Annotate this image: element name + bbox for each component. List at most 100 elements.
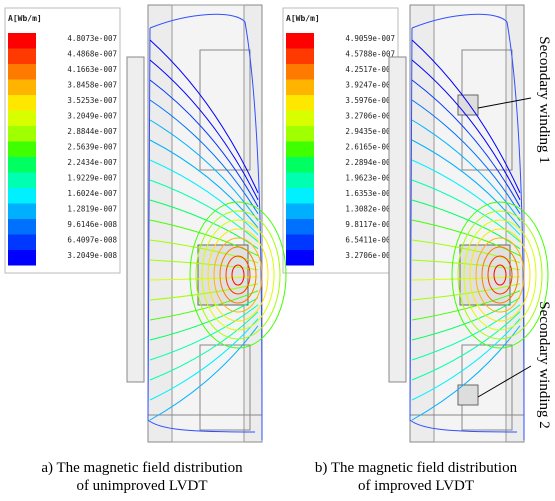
caption-line: b) The magnetic field distribution [315, 460, 518, 476]
field-line [411, 276, 521, 281]
field-line [149, 283, 259, 301]
field-line [149, 199, 259, 250]
field-line [411, 290, 521, 321]
legend-value: 6.5411e-008 [345, 236, 395, 245]
field-line [149, 259, 259, 271]
field-line [149, 318, 259, 401]
legend-value: 1.9623e-007 [345, 174, 395, 183]
legend-swatch [286, 79, 314, 95]
legend-swatch [286, 33, 314, 49]
field-line [411, 311, 521, 381]
field-loop [451, 201, 549, 349]
legend-value: 4.1663e-007 [67, 65, 117, 74]
field-loop [463, 219, 537, 331]
legend-swatch [286, 203, 314, 219]
winding-2 [457, 384, 479, 406]
legend-value: 2.2894e-007 [345, 158, 395, 167]
annotation: Secondary winding 2 [536, 301, 552, 428]
field-loop [219, 246, 257, 304]
primary-coil [459, 244, 511, 306]
field-loop [487, 255, 513, 295]
field-line [149, 304, 259, 361]
legend-value: 3.2706e-008 [345, 251, 395, 260]
legend-value: 4.4868e-007 [67, 50, 117, 59]
legend-value: 9.8117e-008 [345, 220, 395, 229]
primary-coil [197, 244, 249, 306]
legend-value: 2.2434e-007 [67, 158, 117, 167]
field-loop [213, 237, 263, 313]
legend-value: 1.9229e-007 [67, 174, 117, 183]
field-line [411, 119, 521, 222]
legend-swatch [8, 79, 36, 95]
legend-swatch [8, 234, 36, 250]
legend-swatch [8, 126, 36, 142]
legend-swatch [286, 188, 314, 204]
legend-value: 1.6024e-007 [67, 189, 117, 198]
boundary-line [409, 13, 525, 441]
panel: A[Wb/m] 4.9059e-007 4.5788e-007 4.2517e-007… [282, 4, 549, 443]
legend-value: 3.5976e-007 [345, 96, 395, 105]
leader-line [477, 97, 532, 109]
field-loop [207, 228, 269, 322]
annotation: Secondary winding 1 [536, 36, 552, 163]
legend-swatch [286, 48, 314, 64]
legend-value: 2.9435e-007 [345, 127, 395, 136]
field-line [149, 179, 259, 243]
field-loop [195, 210, 281, 340]
legend-value: 3.5253e-007 [67, 96, 117, 105]
field-loop [231, 264, 245, 286]
legend-title: A[Wb/m] [286, 14, 320, 23]
legend-swatch [8, 110, 36, 126]
field-line [149, 39, 259, 193]
field-line [411, 283, 521, 301]
field-loop [457, 210, 543, 340]
field-line [411, 159, 521, 236]
legend-swatch [8, 141, 36, 157]
outer-tube [126, 56, 145, 383]
field-line [411, 325, 521, 421]
legend-swatch [286, 234, 314, 250]
field-line [149, 219, 259, 257]
field-line [149, 59, 259, 200]
legend-swatch [286, 250, 314, 266]
legend-value: 2.8844e-007 [67, 127, 117, 136]
legend-value: 3.9247e-007 [345, 81, 395, 90]
caption-line: of improved LVDT [358, 478, 474, 494]
legend-value: 3.2049e-008 [67, 251, 117, 260]
legend-title: A[Wb/m] [8, 14, 42, 23]
field-loop [225, 255, 251, 295]
field-line [411, 179, 521, 243]
field-loop [469, 228, 531, 322]
caption-line: of unimproved LVDT [76, 478, 207, 494]
field-loop [481, 246, 519, 304]
legend-value: 3.2049e-007 [67, 112, 117, 121]
legend-swatch [8, 48, 36, 64]
legend-value: 3.2706e-007 [345, 112, 395, 121]
legend-swatch [8, 250, 36, 266]
legend-swatch [8, 33, 36, 49]
caption-line: a) The magnetic field distribution [41, 460, 243, 476]
legend-value: 4.9059e-007 [345, 34, 395, 43]
legend-value: 1.6353e-007 [345, 189, 395, 198]
legend-swatch [8, 95, 36, 111]
legend-swatch [8, 203, 36, 219]
field-loop [189, 201, 287, 349]
field-line [149, 119, 259, 222]
field-line [149, 79, 259, 207]
core [433, 4, 507, 443]
field-line [411, 199, 521, 250]
field-line [411, 318, 521, 401]
legend-value: 3.8458e-007 [67, 81, 117, 90]
legend-swatch [8, 157, 36, 173]
field-loop [201, 219, 275, 331]
boundary-line [147, 13, 263, 441]
legend-value: 4.5788e-007 [345, 50, 395, 59]
legend-value: 4.8073e-007 [67, 34, 117, 43]
field-line [411, 139, 521, 229]
field-line [411, 99, 521, 215]
legend-value: 4.2517e-007 [345, 65, 395, 74]
field-line [149, 99, 259, 215]
field-line [149, 311, 259, 381]
field-loop [475, 237, 525, 313]
